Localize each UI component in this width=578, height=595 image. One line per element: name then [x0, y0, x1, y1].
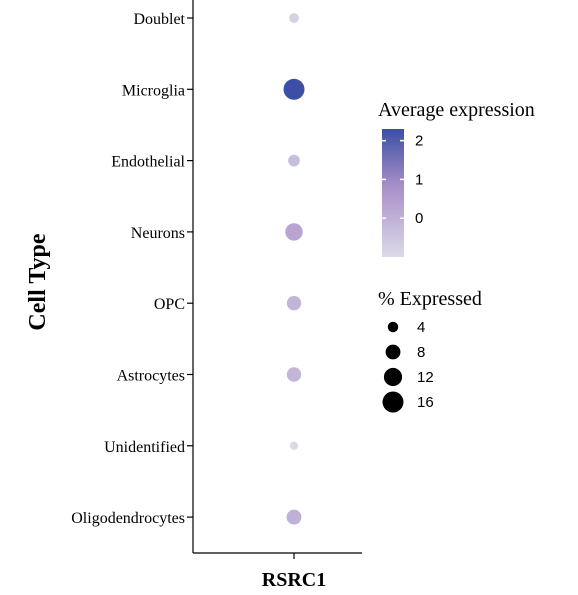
size-legend-label: 16 — [417, 394, 434, 411]
y-tick-label: Unidentified — [104, 439, 185, 456]
y-axis-title: Cell Type — [25, 233, 51, 330]
size-legend-title: % Expressed — [378, 288, 482, 310]
dot-mark — [283, 78, 305, 100]
y-tick-label: Endothelial — [111, 154, 185, 171]
size-legend-dot — [382, 391, 404, 413]
color-legend-bar — [382, 129, 404, 257]
dot-mark — [286, 509, 302, 525]
color-legend-tick-label: 1 — [415, 171, 423, 188]
size-legend-dot — [383, 367, 403, 387]
color-legend-title: Average expression — [378, 99, 535, 121]
y-tick-label: Astrocytes — [117, 368, 185, 385]
dot-mark — [286, 367, 302, 382]
y-tick-label: Microglia — [122, 82, 185, 99]
color-legend: Average expression 2 1 0 — [378, 99, 535, 257]
color-legend-tick-label: 0 — [415, 210, 423, 227]
dot-mark — [286, 296, 302, 311]
y-tick-label: OPC — [154, 296, 185, 313]
y-tick-label: Doublet — [133, 11, 185, 28]
size-legend-label: 8 — [417, 344, 425, 361]
size-legend: % Expressed 4 8 12 16 — [378, 288, 482, 413]
dot-mark — [285, 223, 303, 241]
x-axis-title: RSRC1 — [262, 569, 326, 591]
color-legend-tick-label: 2 — [415, 133, 423, 150]
y-tick-label: Neurons — [131, 225, 185, 242]
size-legend-label: 4 — [417, 319, 425, 336]
dot-mark — [289, 13, 299, 23]
dot-mark — [288, 154, 300, 167]
y-tick-label: Oligodendrocytes — [71, 510, 185, 527]
dot-mark — [289, 441, 299, 450]
size-legend-label: 12 — [417, 369, 434, 386]
size-legend-dot — [387, 321, 399, 333]
size-legend-dot — [385, 344, 401, 360]
